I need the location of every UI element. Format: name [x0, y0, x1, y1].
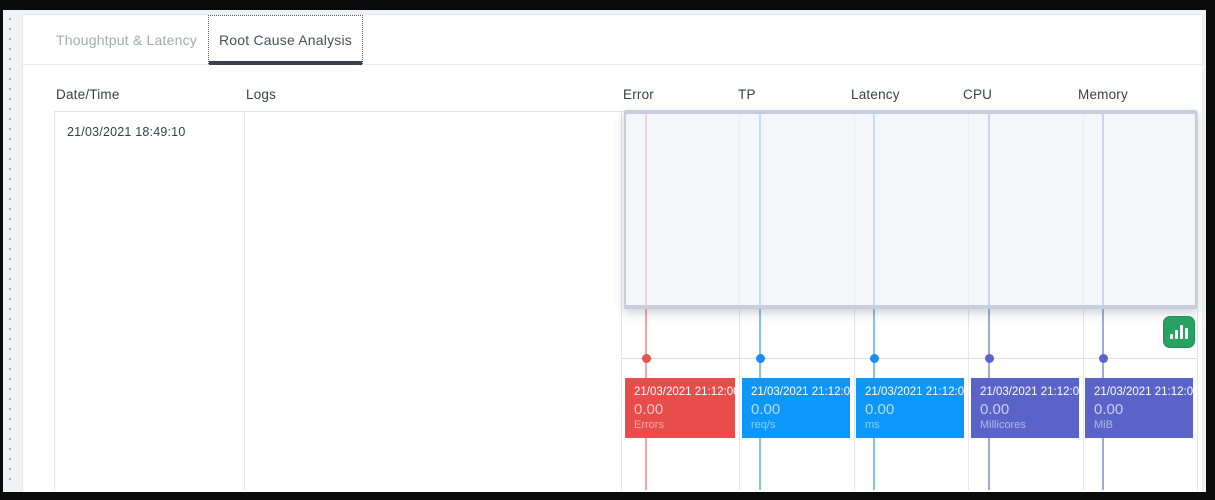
table-row-datetime[interactable]: 21/03/2021 18:49:10	[67, 125, 186, 139]
tooltip-value: 0.00	[865, 401, 895, 418]
memory-tooltip: 21/03/2021 21:12:00 0.00 MiB	[1085, 378, 1200, 438]
latency-data-point	[870, 354, 879, 363]
tab-label: Thoughtput & Latency	[56, 31, 197, 48]
datazoom-selection-panel[interactable]	[624, 110, 1197, 309]
column-header-tp: TP	[738, 87, 756, 102]
tooltip-value: 0.00	[751, 401, 781, 418]
grid-border	[621, 111, 622, 490]
tab-bar: Thoughtput & Latency Root Cause Analysis	[23, 15, 1202, 65]
tooltip-unit: MiB	[1094, 419, 1113, 431]
error-data-point	[642, 354, 651, 363]
tooltip-timestamp: 21/03/2021 21:12:00	[634, 386, 740, 398]
tp-data-point	[756, 354, 765, 363]
memory-data-point	[1099, 354, 1108, 363]
column-header-error: Error	[623, 87, 654, 102]
tab-label: Root Cause Analysis	[219, 31, 352, 48]
content-card: Thoughtput & Latency Root Cause Analysis…	[22, 14, 1203, 492]
latency-tooltip: 21/03/2021 21:12:00 0.00 ms	[856, 378, 971, 438]
column-header-cpu: CPU	[963, 87, 993, 102]
tooltip-timestamp: 21/03/2021 21:12:00	[751, 386, 857, 398]
tooltip-unit: ms	[865, 419, 880, 431]
error-tooltip: 21/03/2021 21:12:00 0.00 Errors	[625, 378, 740, 438]
tooltip-unit: Millicores	[980, 419, 1026, 431]
grid-border	[54, 111, 55, 490]
tooltip-unit: Errors	[634, 419, 664, 431]
tooltip-value: 0.00	[634, 401, 664, 418]
tooltip-value: 0.00	[980, 401, 1010, 418]
tooltip-timestamp: 21/03/2021 21:12:00	[1094, 386, 1200, 398]
tooltip-value: 0.00	[1094, 401, 1124, 418]
show-chart-button[interactable]	[1163, 316, 1195, 348]
tooltip-timestamp: 21/03/2021 21:12:00	[980, 386, 1086, 398]
left-scroll-gutter	[3, 10, 22, 492]
column-header-datetime: Date/Time	[56, 87, 120, 102]
column-header-logs: Logs	[246, 87, 277, 102]
tab-root-cause-analysis[interactable]: Root Cause Analysis	[208, 15, 363, 65]
tab-throughput-latency[interactable]: Thoughtput & Latency	[45, 15, 208, 64]
bar-chart-icon	[1170, 325, 1188, 339]
column-header-latency: Latency	[851, 87, 900, 102]
cpu-tooltip: 21/03/2021 21:12:00 0.00 Millicores	[971, 378, 1086, 438]
cpu-data-point	[985, 354, 994, 363]
tooltip-timestamp: 21/03/2021 21:12:00	[865, 386, 971, 398]
grid-border	[1197, 111, 1198, 490]
tp-tooltip: 21/03/2021 21:12:00 0.00 req/s	[742, 378, 857, 438]
grid-border	[244, 111, 245, 490]
column-header-memory: Memory	[1078, 87, 1128, 102]
tooltip-unit: req/s	[751, 419, 776, 431]
app-window: Thoughtput & Latency Root Cause Analysis…	[3, 10, 1206, 492]
zero-value-axis-line	[621, 358, 1197, 359]
dotted-gutter-pattern	[9, 18, 11, 484]
